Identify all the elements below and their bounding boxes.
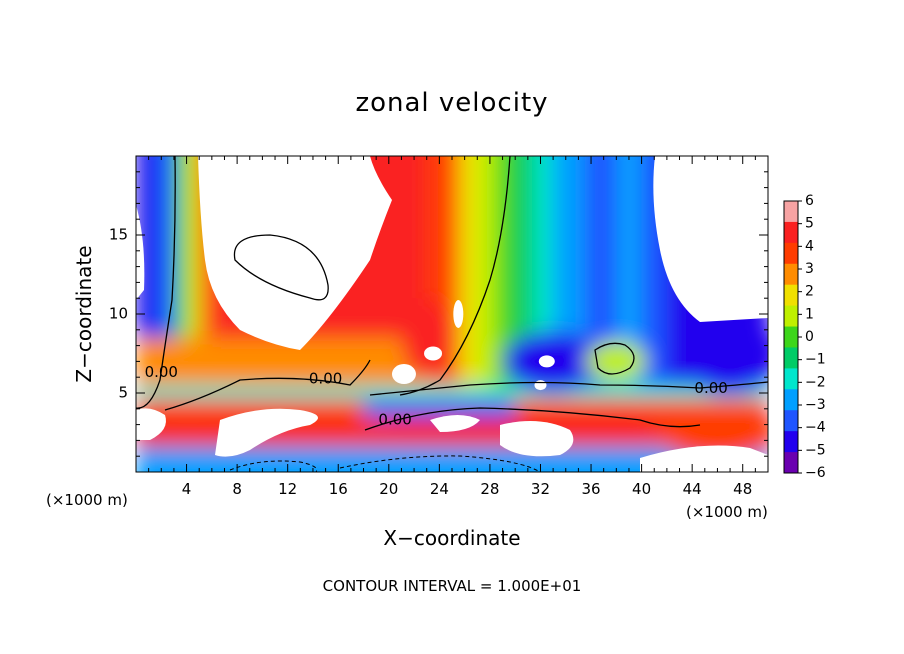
- contour-label: 0.00: [309, 369, 342, 387]
- x-tick-label: 12: [278, 480, 297, 498]
- contour-line: [364, 407, 701, 431]
- colorbar-swatch: [784, 452, 798, 474]
- x-tick-label: 28: [480, 480, 499, 498]
- colorbar-swatch: [784, 326, 798, 348]
- colorbar-swatch: [784, 389, 798, 411]
- colorbar-swatch: [784, 305, 798, 328]
- saturated-region: [653, 156, 768, 322]
- colorbar-swatch: [784, 347, 798, 369]
- colorbar-label: 5: [805, 216, 814, 232]
- saturated-region: [500, 421, 574, 457]
- x-tick-label: 20: [379, 480, 398, 498]
- x-tick-label: 36: [581, 480, 600, 498]
- colorbar-label: −4: [805, 420, 826, 436]
- x-tick-label: 8: [232, 480, 242, 498]
- contour-line: [594, 342, 635, 375]
- colorbar-swatch: [784, 242, 798, 265]
- chart-title: zonal velocity: [355, 88, 549, 118]
- x-tick-label: 40: [632, 480, 651, 498]
- field-band: [657, 404, 768, 461]
- colorbar-label: 4: [805, 238, 814, 254]
- saturated-region: [136, 205, 145, 300]
- colorbar-swatch: [784, 201, 798, 223]
- saturated-region: [534, 380, 547, 391]
- contour-line: [164, 359, 371, 411]
- y-tick-label: 15: [109, 226, 128, 244]
- contour-line: [136, 156, 176, 409]
- colorbar-swatch: [784, 431, 798, 453]
- field-band: [363, 400, 516, 419]
- saturated-region: [391, 364, 416, 385]
- field-band: [586, 341, 647, 382]
- x-tick-label: 16: [329, 480, 348, 498]
- colorbar: 6 5 4 3 2 1 0 −1 −2 −3 −4 −5 −6: [783, 193, 826, 481]
- x-unit-left: (×1000 m): [46, 491, 128, 509]
- y-tick-label: 5: [118, 384, 128, 402]
- saturated-region: [215, 408, 318, 457]
- y-axis-label: Z−coordinate: [72, 245, 96, 383]
- colorbar-label: −2: [805, 374, 826, 390]
- velocity-field: [136, 156, 768, 472]
- x-tick-label: 24: [430, 480, 449, 498]
- colorbar-swatch: [784, 368, 798, 390]
- colorbar-swatch: [784, 284, 798, 307]
- contour-line: [399, 156, 511, 396]
- contour-label: 0.00: [694, 379, 727, 397]
- colorbar-label: 2: [805, 284, 814, 300]
- saturated-region: [453, 300, 464, 328]
- colorbar-label: −3: [805, 397, 826, 413]
- colorbar-label: −1: [805, 352, 826, 368]
- colorbar-swatch: [784, 221, 798, 244]
- colorbar-label: 0: [805, 329, 814, 345]
- contour-line-dashed: [339, 455, 541, 472]
- contour-labels: 0.00 0.00 0.00 0.00: [145, 363, 728, 428]
- contour-interval-note: CONTOUR INTERVAL = 1.000E+01: [322, 577, 582, 595]
- contour-label: 0.00: [145, 363, 178, 381]
- field-band: [680, 313, 768, 394]
- x-axis-label: X−coordinate: [383, 526, 521, 550]
- colorbar-label: −6: [805, 465, 826, 481]
- colorbar-label: 3: [805, 261, 814, 277]
- contour-line: [233, 234, 329, 301]
- colorbar-swatch: [784, 410, 798, 432]
- colorbar-label: 6: [805, 193, 814, 209]
- x-tick-label: 32: [531, 480, 550, 498]
- contour-line-dashed: [229, 460, 318, 472]
- colorbar-label: 1: [805, 306, 814, 322]
- contour-lines: [136, 156, 768, 472]
- x-unit-right: (×1000 m): [686, 503, 768, 521]
- saturated-region: [538, 355, 555, 368]
- contour-label: 0.00: [378, 410, 411, 428]
- contour-line: [369, 381, 768, 396]
- x-tick-label: 4: [182, 480, 192, 498]
- colorbar-swatch: [784, 263, 798, 286]
- saturated-region: [136, 408, 166, 440]
- saturated-region: [198, 156, 392, 350]
- x-tick-label: 44: [683, 480, 702, 498]
- saturated-region: [640, 445, 768, 472]
- saturated-region: [424, 346, 443, 361]
- y-tick-label: 10: [109, 305, 128, 323]
- x-tick-label: 48: [733, 480, 752, 498]
- saturated-region: [430, 415, 480, 432]
- field-band: [173, 156, 186, 472]
- colorbar-label: −5: [805, 442, 826, 458]
